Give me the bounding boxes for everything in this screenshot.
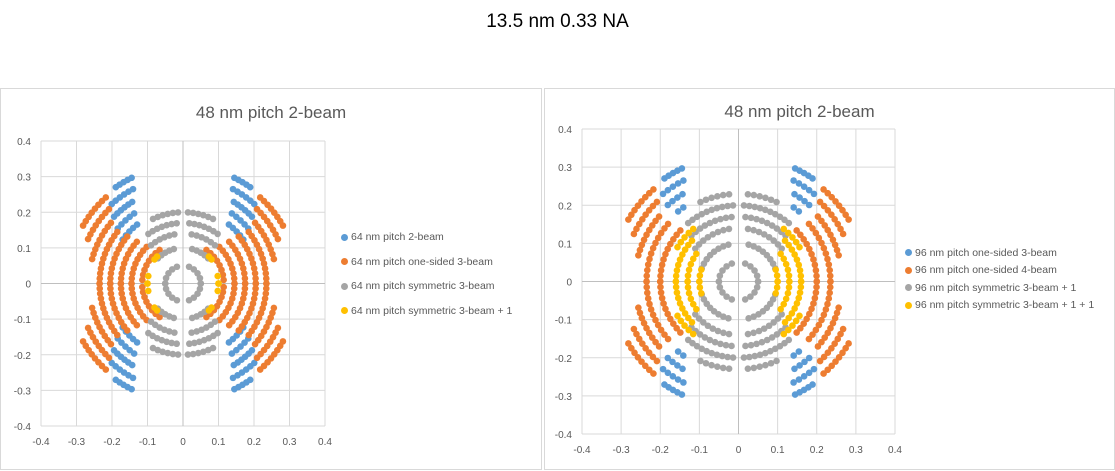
x-tick-label: 0.1 <box>771 445 785 456</box>
x-tick-label: -0.1 <box>139 437 157 448</box>
y-tick-label: 0.1 <box>17 244 31 255</box>
y-tick-label: -0.2 <box>14 351 32 362</box>
scatter-plot: -0.4 -0.3 -0.2 -0.1 0 0.1 0.2 0.3 0.4 0.4 0.3 0.2 0.… <box>14 137 333 448</box>
y-tick-label: 0.4 <box>17 137 31 148</box>
series-points <box>79 194 287 373</box>
legend-label: 64 nm pitch symmetric 3-beam + 1 <box>351 304 513 317</box>
y-tick-label: -0.1 <box>555 316 573 327</box>
y-tick-label: -0.3 <box>555 392 573 403</box>
series-points <box>108 174 258 393</box>
x-tick-label: -0.3 <box>613 445 631 456</box>
x-tick-label: -0.1 <box>691 445 709 456</box>
y-tick-label: 0.3 <box>558 163 572 174</box>
series-points <box>144 253 222 314</box>
x-tick-label: 0.3 <box>283 437 297 448</box>
y-tick-label: 0 <box>25 280 31 291</box>
y-tick-label: 0.2 <box>17 208 31 219</box>
x-tick-label: 0.2 <box>810 445 824 456</box>
legend-item: 64 nm pitch 2-beam <box>341 225 512 250</box>
x-tick-label: 0.3 <box>849 445 863 456</box>
y-tick-label: 0.1 <box>558 239 572 250</box>
chart-right: 48 nm pitch 2-beam -0.4 -0.3 -0.2 -0.1 0 0.1 0… <box>544 88 1115 470</box>
legend-label: 64 nm pitch symmetric 3-beam <box>351 280 495 293</box>
y-tick-label: -0.4 <box>14 422 32 433</box>
chart-title: 48 nm pitch 2-beam <box>195 103 347 122</box>
series-points <box>659 165 818 398</box>
legend-item: 96 nm pitch symmetric 3-beam + 1 <box>905 279 1094 297</box>
legend-item: 64 nm pitch symmetric 3-beam + 1 <box>341 299 512 324</box>
legend-marker-icon <box>341 307 348 315</box>
y-tick-label: 0 <box>566 278 572 289</box>
chart-title: 48 nm pitch 2-beam <box>724 102 875 121</box>
x-tick-label: -0.2 <box>103 437 121 448</box>
x-tick-label: 0 <box>180 437 186 448</box>
legend-marker-icon <box>905 266 912 274</box>
legend-item: 96 nm pitch one-sided 4-beam <box>905 262 1094 280</box>
y-tick-label: 0.2 <box>558 201 572 212</box>
y-tick-label: 0.4 <box>558 125 572 136</box>
page-title: 13.5 nm 0.33 NA <box>486 11 629 32</box>
legend-marker-icon <box>905 301 912 309</box>
legend-marker-icon <box>341 233 348 241</box>
legend-label: 96 nm pitch one-sided 4-beam <box>915 264 1057 277</box>
x-tick-label: -0.2 <box>652 445 670 456</box>
chart-legend: 96 nm pitch one-sided 3-beam 96 nm pitch … <box>905 244 1094 314</box>
x-tick-label: 0 <box>736 445 742 456</box>
legend-item: 96 nm pitch one-sided 3-beam <box>905 244 1094 262</box>
legend-label: 96 nm pitch one-sided 3-beam <box>915 246 1057 259</box>
x-tick-label: 0.4 <box>318 437 332 448</box>
y-tick-label: -0.4 <box>555 430 573 441</box>
legend-label: 96 nm pitch symmetric 3-beam + 1 <box>915 281 1077 294</box>
y-tick-label: -0.1 <box>14 315 32 326</box>
series-points <box>672 225 805 338</box>
legend-label: 64 nm pitch one-sided 3-beam <box>351 255 493 268</box>
legend-item: 96 nm pitch symmetric 3-beam + 1 + 1 <box>905 297 1094 315</box>
series-points <box>625 186 852 377</box>
x-tick-label: -0.3 <box>68 437 86 448</box>
legend-label: 96 nm pitch symmetric 3-beam + 1 + 1 <box>915 299 1095 312</box>
chart-legend: 64 nm pitch 2-beam 64 nm pitch one-sided … <box>341 225 512 323</box>
x-tick-label: -0.4 <box>573 445 591 456</box>
legend-marker-icon <box>905 249 912 257</box>
y-tick-label: -0.3 <box>14 386 32 397</box>
x-tick-label: -0.4 <box>32 437 50 448</box>
scatter-plot: -0.4 -0.3 -0.2 -0.1 0 0.1 0.2 0.3 0.4 0.4 0.3 0.2 0.… <box>555 125 903 456</box>
x-tick-label: 0.1 <box>212 437 226 448</box>
legend-item: 64 nm pitch one-sided 3-beam <box>341 250 512 275</box>
legend-item: 64 nm pitch symmetric 3-beam <box>341 274 512 299</box>
series-points <box>145 209 221 358</box>
x-tick-label: 0.4 <box>888 445 902 456</box>
x-tick-label: 0.2 <box>247 437 261 448</box>
series-points <box>684 190 793 373</box>
chart-left: 48 nm pitch 2-beam -0.4 -0.3 -0.2 -0.1 0 0.1 0… <box>0 88 542 470</box>
y-tick-label: -0.2 <box>555 354 573 365</box>
legend-marker-icon <box>341 258 348 266</box>
legend-label: 64 nm pitch 2-beam <box>351 231 444 244</box>
y-tick-label: 0.3 <box>17 173 31 184</box>
legend-marker-icon <box>341 282 348 290</box>
legend-marker-icon <box>905 284 912 292</box>
